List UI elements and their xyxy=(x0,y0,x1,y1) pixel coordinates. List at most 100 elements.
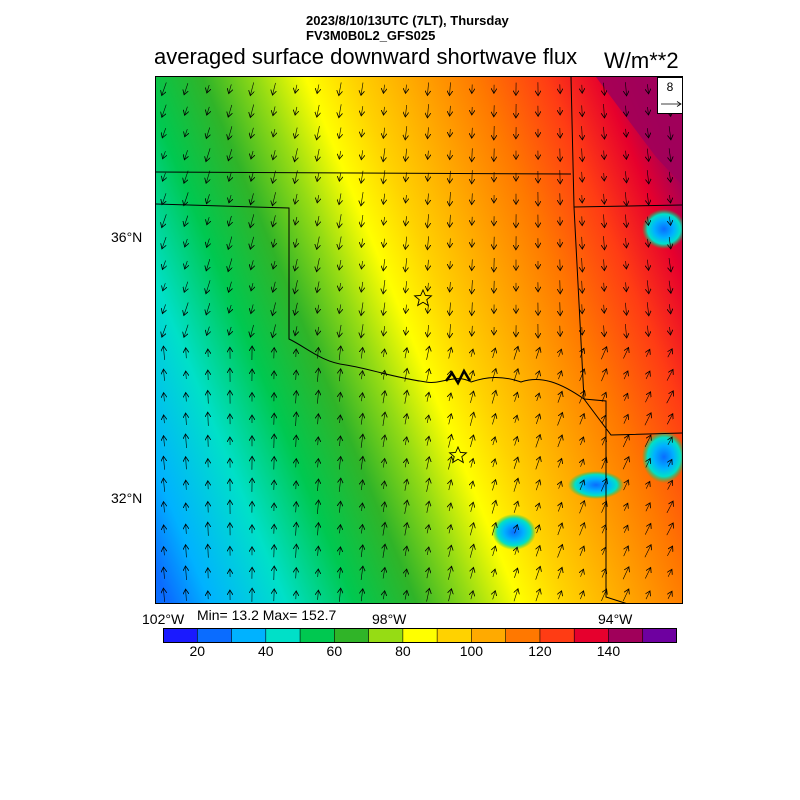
wind-arrow xyxy=(162,104,167,118)
wind-arrow xyxy=(339,82,341,95)
wind-arrow xyxy=(361,545,363,558)
map-panel xyxy=(155,76,683,604)
reference-vector-value: 8 xyxy=(666,80,674,94)
wind-arrow xyxy=(644,435,651,448)
wind-arrow xyxy=(186,457,187,470)
wind-arrow xyxy=(295,216,297,225)
cloud-patch xyxy=(568,471,624,499)
wind-arrow xyxy=(493,546,496,556)
wind-arrow xyxy=(361,371,362,380)
wind-arrow xyxy=(405,368,407,382)
wind-arrow xyxy=(669,280,671,294)
wind-arrow xyxy=(383,193,384,205)
wind-arrow xyxy=(317,368,318,382)
wind-arrow xyxy=(405,258,407,272)
wind-arrow xyxy=(339,478,341,492)
wind-arrow xyxy=(470,435,473,448)
wind-arrow xyxy=(449,525,451,534)
wind-arrow xyxy=(185,260,188,269)
colorbar-tick-label: 140 xyxy=(596,643,621,659)
wind-arrow xyxy=(448,566,451,580)
wind-arrow xyxy=(339,282,340,291)
wind-arrow xyxy=(582,105,583,116)
wind-arrow xyxy=(184,83,188,95)
wind-arrow xyxy=(626,260,627,269)
wind-arrow xyxy=(470,544,474,558)
wind-arrow xyxy=(296,435,297,447)
wind-arrow xyxy=(471,371,473,380)
wind-arrow xyxy=(450,302,451,316)
wind-arrow xyxy=(625,302,626,315)
wind-arrow xyxy=(604,150,605,160)
wind-arrow xyxy=(406,304,407,314)
cloud-patch xyxy=(642,431,682,483)
wind-arrow xyxy=(604,236,605,250)
border-ks-ok xyxy=(156,171,572,175)
wind-arrow xyxy=(622,589,629,602)
wind-arrow xyxy=(448,457,451,470)
wind-arrow xyxy=(536,414,539,425)
wind-arrow xyxy=(273,281,276,292)
wind-arrow xyxy=(535,435,540,448)
wind-arrow xyxy=(450,128,451,137)
wind-arrow xyxy=(579,523,585,536)
wind-arrow xyxy=(162,128,165,138)
wind-arrow xyxy=(163,346,164,360)
wind-arrow xyxy=(427,525,429,534)
wind-arrow xyxy=(250,214,254,227)
wind-arrow xyxy=(582,280,583,293)
wind-arrow xyxy=(623,546,629,557)
wind-arrow xyxy=(646,481,650,489)
wind-arrow xyxy=(647,325,648,337)
lat-label-32n: 32°N xyxy=(111,490,143,506)
wind-arrow xyxy=(405,148,406,162)
wind-arrow xyxy=(472,193,473,204)
wind-arrow xyxy=(318,437,319,446)
wind-arrow xyxy=(272,192,275,206)
wind-arrow xyxy=(164,502,165,513)
wind-arrow xyxy=(228,104,232,117)
wind-arrow xyxy=(383,349,384,358)
wind-arrow xyxy=(601,369,606,382)
wind-arrow xyxy=(340,525,341,534)
wind-arrow xyxy=(492,369,496,382)
wind-arrow xyxy=(668,459,672,467)
wind-arrow xyxy=(207,194,210,204)
wind-arrow xyxy=(427,501,429,513)
wind-arrow xyxy=(296,459,297,468)
wind-arrow xyxy=(428,193,429,205)
wind-arrow xyxy=(317,195,319,203)
wind-arrow xyxy=(318,590,319,600)
wind-arrow xyxy=(536,347,540,359)
wind-arrow xyxy=(383,481,384,490)
wind-arrow xyxy=(559,349,562,357)
wind-arrow xyxy=(471,591,473,600)
wind-arrow xyxy=(295,106,297,115)
cloud-patch xyxy=(642,209,682,249)
wind-arrow xyxy=(646,459,650,468)
wind-arrow xyxy=(339,457,340,470)
wind-arrow xyxy=(450,260,451,269)
wind-arrow xyxy=(602,547,605,555)
wind-arrow xyxy=(623,480,629,491)
wind-arrow xyxy=(646,371,650,380)
wind-arrow xyxy=(405,236,406,250)
wind-arrow xyxy=(184,215,188,227)
wind-arrow xyxy=(537,525,540,534)
wind-arrow xyxy=(604,214,605,227)
wind-arrow xyxy=(317,216,319,226)
wind-arrow xyxy=(207,238,210,248)
wind-arrow xyxy=(645,568,650,579)
colorbar-swatch xyxy=(368,628,404,643)
wind-arrow xyxy=(207,326,210,336)
wind-arrow xyxy=(273,215,276,226)
wind-arrow xyxy=(164,525,165,534)
wind-arrow xyxy=(186,566,187,581)
wind-arrow xyxy=(471,349,473,357)
wind-arrow xyxy=(383,326,384,336)
wind-arrow xyxy=(537,393,540,401)
wind-arrow xyxy=(515,547,517,555)
wind-arrow xyxy=(669,304,670,314)
wind-arrow xyxy=(296,391,297,404)
wind-arrow xyxy=(317,126,320,140)
